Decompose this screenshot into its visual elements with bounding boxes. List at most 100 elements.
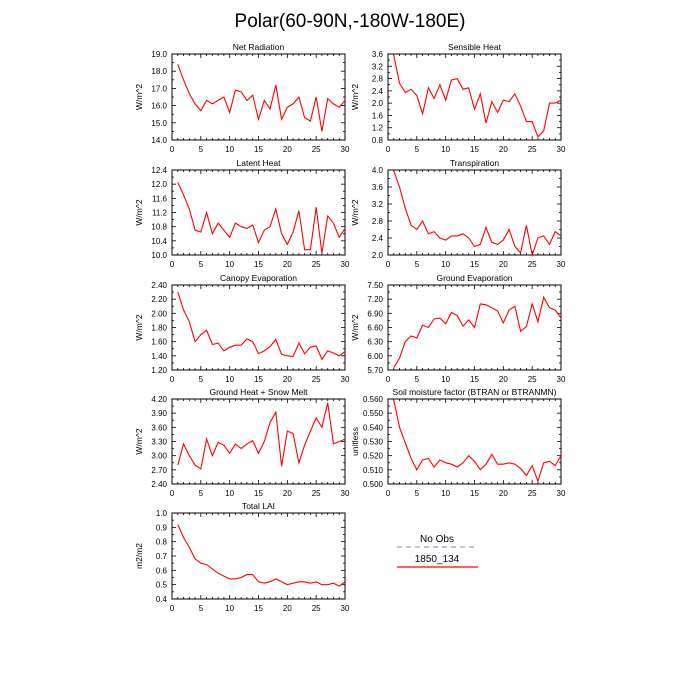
y-tick-label: 2.40 <box>151 281 167 290</box>
y-tick-label: 0.510 <box>363 466 384 475</box>
x-tick-label: 25 <box>528 145 537 154</box>
y-tick-label: 0.9 <box>156 523 168 532</box>
plot-frame <box>171 53 346 141</box>
series-line <box>393 55 562 138</box>
y-tick-label: 2.40 <box>151 480 167 489</box>
x-tick-label: 0 <box>386 260 391 269</box>
series-line <box>177 524 346 587</box>
x-tick-label: 30 <box>341 375 350 384</box>
y-axis-label: m2/m2 <box>134 543 144 569</box>
series-line <box>393 295 562 368</box>
plot-frame <box>171 398 346 485</box>
y-tick-label: 3.6 <box>372 183 384 192</box>
y-tick-label: 0.520 <box>363 452 384 461</box>
x-tick-label: 25 <box>528 375 537 384</box>
y-tick-label: 17.0 <box>151 84 167 93</box>
y-tick-label: 1.80 <box>151 324 167 333</box>
series-line <box>177 182 346 254</box>
y-tick-label: 0.560 <box>363 395 384 404</box>
y-tick-label: 2.8 <box>372 217 384 226</box>
y-tick-label: 14.0 <box>151 136 167 145</box>
y-tick-label: 0.5 <box>156 581 168 590</box>
y-tick-label: 16.0 <box>151 102 167 111</box>
legend-label-1850-134: 1850_134 <box>415 554 460 565</box>
y-tick-label: 2.20 <box>151 295 167 304</box>
x-tick-label: 15 <box>254 375 263 384</box>
y-axis-label: W/m^2 <box>134 428 144 454</box>
series-line <box>393 170 562 258</box>
x-tick-label: 25 <box>528 260 537 269</box>
y-tick-label: 2.4 <box>372 234 384 243</box>
x-tick-label: 30 <box>341 145 350 154</box>
x-tick-label: 25 <box>312 604 321 613</box>
plot-frame <box>387 169 562 256</box>
x-tick-label: 15 <box>254 145 263 154</box>
y-tick-label: 2.0 <box>372 99 384 108</box>
y-tick-label: 10.8 <box>151 223 167 232</box>
y-tick-label: 0.8 <box>156 538 168 547</box>
x-tick-label: 15 <box>470 145 479 154</box>
y-tick-label: 0.540 <box>363 423 384 432</box>
x-tick-label: 20 <box>499 260 508 269</box>
y-tick-label: 11.6 <box>152 194 168 203</box>
series-line <box>177 291 346 361</box>
x-tick-label: 10 <box>225 260 234 269</box>
y-tick-label: 6.60 <box>367 324 383 333</box>
x-tick-label: 5 <box>199 145 204 154</box>
y-tick-label: 10.0 <box>151 251 167 260</box>
panel-latent-heat: Latent Heat W/m^2 10.0 10.4 10.8 11.2 11.6 12.0… <box>134 158 350 269</box>
y-tick-label: 19.0 <box>151 50 167 59</box>
series-line <box>393 400 562 483</box>
y-tick-label: 3.00 <box>151 452 167 461</box>
x-tick-label: 5 <box>415 260 420 269</box>
x-tick-label: 0 <box>170 260 175 269</box>
y-tick-label: 3.30 <box>151 438 167 447</box>
y-tick-label: 0.550 <box>363 409 384 418</box>
panel-title: Latent Heat <box>237 158 282 168</box>
plot-frame <box>171 512 346 600</box>
y-tick-label: 1.40 <box>151 352 167 361</box>
plot-frame <box>387 398 562 485</box>
legend-label-no-obs: No Obs <box>420 534 454 545</box>
y-tick-label: 1.6 <box>372 111 384 120</box>
x-tick-label: 10 <box>441 145 450 154</box>
x-tick-label: 30 <box>557 375 566 384</box>
y-tick-label: 2.00 <box>151 309 167 318</box>
x-tick-label: 10 <box>225 145 234 154</box>
y-tick-label: 18.0 <box>151 67 167 76</box>
figure-title: Polar(60-90N,-180W-180E) <box>235 11 466 32</box>
x-tick-label: 10 <box>225 489 234 498</box>
x-tick-label: 5 <box>415 145 420 154</box>
y-tick-label: 6.90 <box>367 309 383 318</box>
y-tick-label: 12.4 <box>151 166 167 175</box>
y-tick-label: 15.0 <box>151 119 167 128</box>
x-tick-label: 30 <box>557 260 566 269</box>
panel-sensible-heat: Sensible Heat W/m^2 0.8 1.2 1.6 2.0 2.4 2.8 3.2 3… <box>350 42 566 154</box>
x-tick-label: 10 <box>441 260 450 269</box>
x-tick-label: 25 <box>528 489 537 498</box>
y-axis-label: W/m^2 <box>134 314 144 340</box>
x-tick-label: 20 <box>499 145 508 154</box>
x-tick-label: 0 <box>170 604 175 613</box>
x-tick-label: 15 <box>254 489 263 498</box>
x-tick-label: 10 <box>441 489 450 498</box>
y-tick-label: 4.20 <box>151 395 167 404</box>
y-tick-label: 2.0 <box>372 251 384 260</box>
panel-net-radiation: Net Radiation W/m^2 14.0 15.0 16.0 17.0 18.0 19… <box>134 42 350 154</box>
y-tick-label: 3.60 <box>151 423 167 432</box>
x-tick-label: 25 <box>312 145 321 154</box>
x-tick-label: 30 <box>341 260 350 269</box>
plot-frame <box>171 284 346 371</box>
y-tick-label: 2.4 <box>372 87 384 96</box>
x-tick-label: 20 <box>283 375 292 384</box>
y-tick-label: 10.4 <box>151 237 167 246</box>
x-tick-label: 30 <box>341 604 350 613</box>
y-tick-label: 0.8 <box>372 136 384 145</box>
y-tick-label: 1.2 <box>372 124 384 133</box>
x-tick-label: 20 <box>283 604 292 613</box>
x-tick-label: 0 <box>170 489 175 498</box>
y-tick-label: 6.00 <box>367 352 383 361</box>
y-tick-label: 4.0 <box>372 166 384 175</box>
series-line <box>177 64 346 132</box>
